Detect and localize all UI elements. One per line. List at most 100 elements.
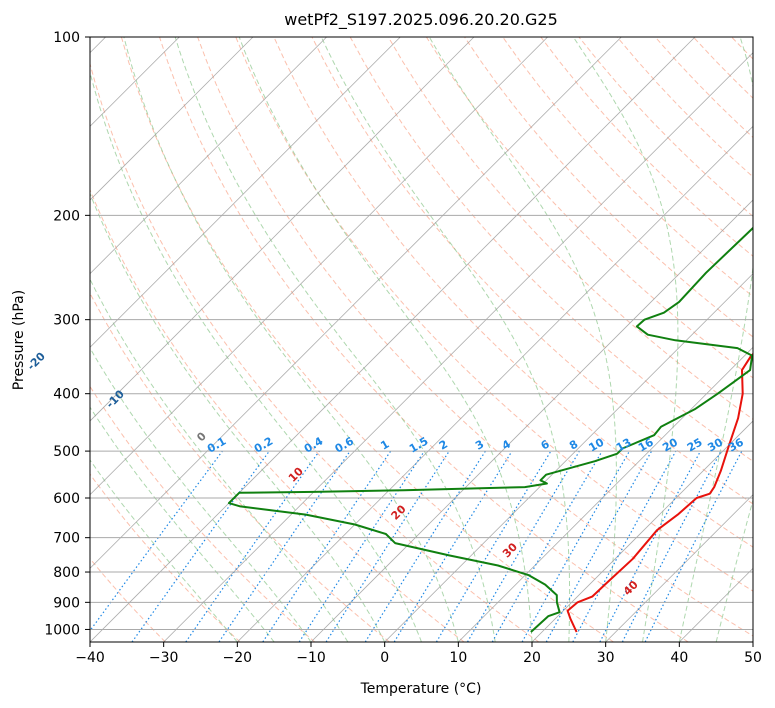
isotherm-line <box>163 52 753 642</box>
mixing-ratio-line <box>572 450 677 642</box>
isotherm-line <box>458 346 753 642</box>
temperature-profile <box>566 352 753 633</box>
x-tick-label: −30 <box>149 650 179 666</box>
mixing-ratio-label: 4 <box>500 437 513 452</box>
moist-adiabat-line <box>320 37 571 642</box>
x-tick-label: −20 <box>223 650 253 666</box>
mixing-ratio-line <box>185 450 320 642</box>
y-tick-label: 800 <box>53 565 80 581</box>
dry-adiabat-label: -10 <box>104 387 127 410</box>
mixing-ratio-line <box>298 450 425 642</box>
x-tick-label: 40 <box>670 650 688 666</box>
mixing-ratio-label: 13 <box>614 436 634 455</box>
mixing-ratio-line <box>435 450 552 642</box>
isotherm-line <box>605 494 753 642</box>
dry-adiabat-line <box>464 37 753 338</box>
y-tick-label: 900 <box>53 595 80 611</box>
isotherm-line <box>90 37 548 496</box>
mixing-ratio-line <box>90 450 223 632</box>
mixing-ratio-label: 0.1 <box>205 435 228 456</box>
isotherm-line <box>90 37 327 275</box>
x-tick-label: 20 <box>523 650 541 666</box>
mixing-ratio-line <box>644 450 743 642</box>
isotherm-line <box>531 420 753 642</box>
moist-adiabat-line <box>90 406 275 642</box>
dry-adiabat-line <box>90 385 316 642</box>
mixing-ratio-line <box>621 450 722 642</box>
moist-adiabat-line <box>90 459 238 642</box>
x-tick-label: −40 <box>75 650 105 666</box>
dry-adiabat-line <box>159 37 689 642</box>
isotherm-line <box>90 37 475 422</box>
mixing-ratio-line <box>218 450 351 642</box>
y-tick-label: 500 <box>53 444 80 460</box>
mixing-ratio-line <box>325 450 450 642</box>
y-axis: 100 200 300 400 500 600 700 800 900 1000 <box>44 30 90 638</box>
mixing-ratio-line <box>466 450 580 642</box>
moist-adiabat-line <box>123 37 459 642</box>
mixing-ratio-label: 0.4 <box>302 434 326 455</box>
mixing-ratio-line <box>545 450 653 642</box>
x-axis: −40 −30 −20 −10 0 10 20 30 40 50 <box>75 642 762 666</box>
mixing-ratio-label: 36 <box>726 435 746 454</box>
dry-adiabat-label: 10 <box>286 465 306 485</box>
mixing-ratio-line <box>393 450 513 642</box>
dry-adiabat-label: 20 <box>389 502 409 522</box>
mixing-ratio-label: 16 <box>636 435 656 454</box>
isotherm-line <box>310 199 753 642</box>
moist-adiabat-line <box>238 37 533 642</box>
dry-adiabat-line <box>692 37 753 99</box>
mixing-ratio-label: 10 <box>587 435 607 454</box>
chart-title: wetPf2_S197.2025.096.20.20.G25 <box>284 10 558 30</box>
dry-adiabat-line <box>120 37 614 642</box>
isotherm-line <box>90 37 696 642</box>
mixing-ratio-label: 1 <box>378 438 391 453</box>
pressure-gridlines <box>90 36 753 630</box>
isotherm-line <box>752 641 753 642</box>
isotherm-line <box>679 567 753 642</box>
mixing-ratio-label: 25 <box>685 436 705 455</box>
dry-adiabat-line <box>90 473 241 642</box>
moist-adiabat-line <box>174 37 496 642</box>
isotherm-line <box>90 37 622 569</box>
dry-adiabat-line <box>197 37 753 637</box>
x-tick-label: 50 <box>744 650 762 666</box>
mixing-ratio-line <box>364 450 486 642</box>
plot-frame <box>89 36 754 643</box>
dry-adiabat-line <box>425 37 753 379</box>
mixing-ratio-label: 20 <box>660 435 680 454</box>
mixing-ratio-label: 2 <box>437 438 450 453</box>
isotherm-line <box>90 37 401 348</box>
y-axis-label: Pressure (hPa) <box>11 290 27 390</box>
y-tick-label: 600 <box>53 491 80 507</box>
moist-adiabat-line <box>90 278 349 642</box>
x-axis-label: Temperature (°C) <box>360 681 482 697</box>
dry-adiabat-label: -20 <box>25 350 48 373</box>
dry-adiabat-line <box>349 37 753 462</box>
x-tick-label: 0 <box>380 650 389 666</box>
y-tick-label: 100 <box>53 30 80 46</box>
dry-adiabat-line <box>770 37 775 642</box>
dry-adiabat-line <box>90 62 540 642</box>
x-tick-label: −10 <box>296 650 326 666</box>
isotherm-line <box>237 125 753 642</box>
mixing-ratio-label: 8 <box>567 438 580 453</box>
moist-adiabat-line <box>715 497 753 642</box>
dry-adiabat-label: 30 <box>500 540 520 560</box>
mixing-ratio-line <box>521 450 631 642</box>
isotherm-line <box>90 37 254 201</box>
dry-adiabat-line <box>273 37 753 548</box>
adiabat-label-layer: 0.10.20.40.611.52346810131620253036-100-… <box>25 350 747 599</box>
dewpoint-profile <box>227 226 753 633</box>
mixing-ratio-line <box>262 450 392 642</box>
moist-adiabat-line <box>678 37 753 642</box>
y-tick-label: 400 <box>53 387 80 403</box>
y-tick-label: 300 <box>53 313 80 329</box>
dry-adiabat-line <box>387 37 753 420</box>
x-tick-label: 10 <box>449 650 467 666</box>
y-tick-label: 200 <box>53 208 80 224</box>
series-layer <box>227 226 753 633</box>
dry-adiabat-line <box>90 557 166 642</box>
moist-adiabat-line <box>90 192 386 642</box>
